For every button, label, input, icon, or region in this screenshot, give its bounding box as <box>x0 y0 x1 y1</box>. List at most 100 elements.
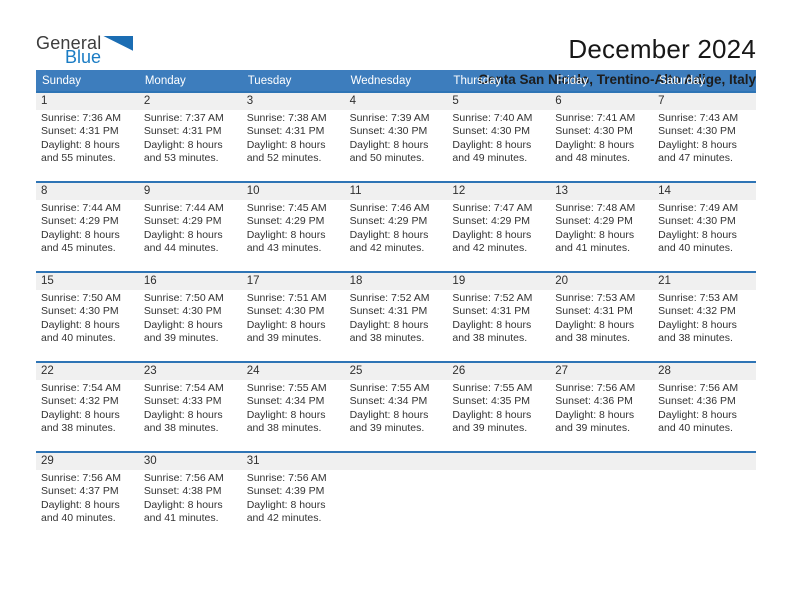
day-number: 4 <box>344 93 448 110</box>
day-cell-1: 1 Sunrise: 7:36 AM Sunset: 4:31 PM Daylight… <box>36 93 139 181</box>
sunset-line: Sunset: 4:29 PM <box>555 215 633 228</box>
daylight-line-1: Daylight: 8 hours <box>143 228 223 241</box>
sunset-line: Sunset: 4:31 PM <box>555 305 633 318</box>
daylight-line-2: and 44 minutes. <box>143 242 219 255</box>
sunset-line: Sunset: 4:30 PM <box>658 125 736 138</box>
sunrise-line: Sunrise: 7:56 AM <box>555 382 636 394</box>
day-number: 28 <box>653 363 756 380</box>
daylight-line-1: Daylight: 8 hours <box>555 228 635 241</box>
day-number: 12 <box>447 183 551 200</box>
day-details: Sunrise: 7:43 AM Sunset: 4:30 PM Daylight:… <box>653 110 756 166</box>
day-number: 21 <box>653 273 756 290</box>
daylight-line-2: and 53 minutes. <box>143 152 219 165</box>
daylight-line-1: Daylight: 8 hours <box>658 408 737 421</box>
day-number: 30 <box>138 453 242 470</box>
day-cell-23: 23 Sunrise: 7:54 AM Sunset: 4:33 PM Dayligh… <box>138 363 242 451</box>
sunset-line: Sunset: 4:29 PM <box>452 215 531 228</box>
week-row: 29 Sunrise: 7:56 AM Sunset: 4:37 PM Dayligh… <box>36 451 756 541</box>
day-cell-16: 16 Sunrise: 7:50 AM Sunset: 4:30 PM Dayligh… <box>138 273 242 361</box>
weeks-container: 1 Sunrise: 7:36 AM Sunset: 4:31 PM Daylight… <box>36 91 756 541</box>
daylight-line-1: Daylight: 8 hours <box>658 318 737 331</box>
sunrise-line: Sunrise: 7:55 AM <box>349 382 430 394</box>
day-cell-21: 21 Sunrise: 7:53 AM Sunset: 4:32 PM Dayligh… <box>653 273 756 361</box>
day-details: Sunrise: 7:45 AM Sunset: 4:29 PM Daylight:… <box>242 200 345 256</box>
sunset-line: Sunset: 4:39 PM <box>246 485 325 498</box>
daylight-line-2: and 41 minutes. <box>143 512 219 525</box>
day-cell-27: 27 Sunrise: 7:56 AM Sunset: 4:36 PM Dayligh… <box>550 363 654 451</box>
daylight-line-2: and 38 minutes. <box>349 332 425 345</box>
day-cell-17: 17 Sunrise: 7:51 AM Sunset: 4:30 PM Dayligh… <box>241 273 345 361</box>
day-number: 1 <box>36 93 139 110</box>
sunrise-line: Sunrise: 7:37 AM <box>143 112 224 124</box>
day-cell-11: 11 Sunrise: 7:46 AM Sunset: 4:29 PM Dayligh… <box>344 183 448 271</box>
day-details: Sunrise: 7:36 AM Sunset: 4:31 PM Daylight:… <box>36 110 139 166</box>
sunrise-line: Sunrise: 7:53 AM <box>555 292 636 304</box>
day-number: 20 <box>550 273 654 290</box>
day-details: Sunrise: 7:39 AM Sunset: 4:30 PM Daylight:… <box>345 110 448 166</box>
daylight-line-1: Daylight: 8 hours <box>658 228 737 241</box>
calendar-grid: Sunday Monday Tuesday Wednesday Thursday… <box>36 70 756 541</box>
day-details: Sunrise: 7:44 AM Sunset: 4:29 PM Daylight:… <box>36 200 139 256</box>
daylight-line-1: Daylight: 8 hours <box>41 408 120 421</box>
day-number: 17 <box>241 273 345 290</box>
sunset-line: Sunset: 4:30 PM <box>349 125 428 138</box>
sunrise-line: Sunrise: 7:52 AM <box>349 292 430 304</box>
daylight-line-1: Daylight: 8 hours <box>349 228 429 241</box>
daylight-line-1: Daylight: 8 hours <box>555 138 635 151</box>
sunset-line: Sunset: 4:30 PM <box>452 125 531 138</box>
page-subtitle: Centa San Nicolo, Trentino-Alto Adige, I… <box>478 72 756 87</box>
sunrise-line: Sunrise: 7:38 AM <box>246 112 327 124</box>
daylight-line-1: Daylight: 8 hours <box>143 498 223 511</box>
empty-day-cell <box>344 453 448 541</box>
day-number: 6 <box>550 93 654 110</box>
day-details: Sunrise: 7:55 AM Sunset: 4:34 PM Daylight:… <box>345 380 448 436</box>
day-number <box>653 453 756 470</box>
sunrise-line: Sunrise: 7:55 AM <box>246 382 327 394</box>
weekday-header-saturday: Saturday <box>659 74 706 87</box>
daylight-line-2: and 45 minutes. <box>41 242 116 255</box>
day-number: 7 <box>653 93 756 110</box>
day-number: 3 <box>241 93 345 110</box>
sunrise-line: Sunrise: 7:49 AM <box>658 202 739 214</box>
daylight-line-2: and 39 minutes. <box>555 422 630 435</box>
day-cell-14: 14 Sunrise: 7:49 AM Sunset: 4:30 PM Dayligh… <box>653 183 756 271</box>
sunset-line: Sunset: 4:36 PM <box>658 395 736 408</box>
daylight-line-2: and 47 minutes. <box>658 152 733 165</box>
sunset-line: Sunset: 4:30 PM <box>555 125 633 138</box>
weekday-header-monday: Monday <box>144 74 186 87</box>
day-number <box>550 453 654 470</box>
day-cell-4: 4 Sunrise: 7:39 AM Sunset: 4:30 PM Daylight… <box>344 93 448 181</box>
day-number: 14 <box>653 183 756 200</box>
page-header: General Blue December 2024 Centa San Nic… <box>0 0 792 87</box>
daylight-line-2: and 39 minutes. <box>246 332 322 345</box>
daylight-line-2: and 38 minutes. <box>246 422 322 435</box>
sunset-line: Sunset: 4:29 PM <box>246 215 325 228</box>
day-number: 13 <box>550 183 654 200</box>
day-number: 18 <box>344 273 448 290</box>
sunset-line: Sunset: 4:37 PM <box>41 485 119 498</box>
sunset-line: Sunset: 4:32 PM <box>658 305 736 318</box>
sunset-line: Sunset: 4:31 PM <box>143 125 222 138</box>
day-cell-3: 3 Sunrise: 7:38 AM Sunset: 4:31 PM Daylight… <box>241 93 345 181</box>
day-number: 31 <box>241 453 345 470</box>
daylight-line-1: Daylight: 8 hours <box>452 228 532 241</box>
sunset-line: Sunset: 4:34 PM <box>246 395 325 408</box>
daylight-line-1: Daylight: 8 hours <box>246 228 326 241</box>
day-cell-5: 5 Sunrise: 7:40 AM Sunset: 4:30 PM Daylight… <box>447 93 551 181</box>
day-details: Sunrise: 7:54 AM Sunset: 4:32 PM Daylight:… <box>36 380 139 436</box>
day-details: Sunrise: 7:56 AM Sunset: 4:39 PM Daylight:… <box>242 470 345 526</box>
daylight-line-2: and 40 minutes. <box>41 332 116 345</box>
daylight-line-1: Daylight: 8 hours <box>41 138 120 151</box>
weekday-header-friday: Friday <box>556 74 589 87</box>
day-number: 19 <box>447 273 551 290</box>
daylight-line-1: Daylight: 8 hours <box>143 408 223 421</box>
day-number: 27 <box>550 363 654 380</box>
logo-word-blue: Blue <box>65 47 102 67</box>
sunrise-line: Sunrise: 7:55 AM <box>452 382 533 394</box>
day-details: Sunrise: 7:53 AM Sunset: 4:31 PM Daylight:… <box>550 290 653 346</box>
daylight-line-2: and 52 minutes. <box>246 152 322 165</box>
day-details <box>447 470 550 472</box>
daylight-line-1: Daylight: 8 hours <box>246 498 326 511</box>
day-cell-7: 7 Sunrise: 7:43 AM Sunset: 4:30 PM Daylight… <box>653 93 756 181</box>
